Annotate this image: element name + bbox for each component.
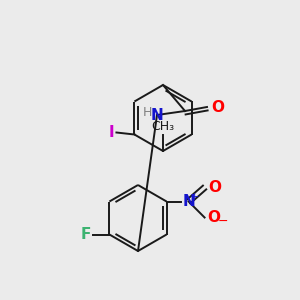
Text: O: O [211,100,224,115]
Text: I: I [109,125,114,140]
Text: −: − [218,215,228,228]
Text: N: N [182,194,195,209]
Text: O: O [208,210,220,225]
Text: H: H [142,106,152,119]
Text: +: + [190,191,199,202]
Text: O: O [208,180,222,195]
Text: CH₃: CH₃ [152,120,175,133]
Text: F: F [81,227,92,242]
Text: N: N [151,107,164,122]
